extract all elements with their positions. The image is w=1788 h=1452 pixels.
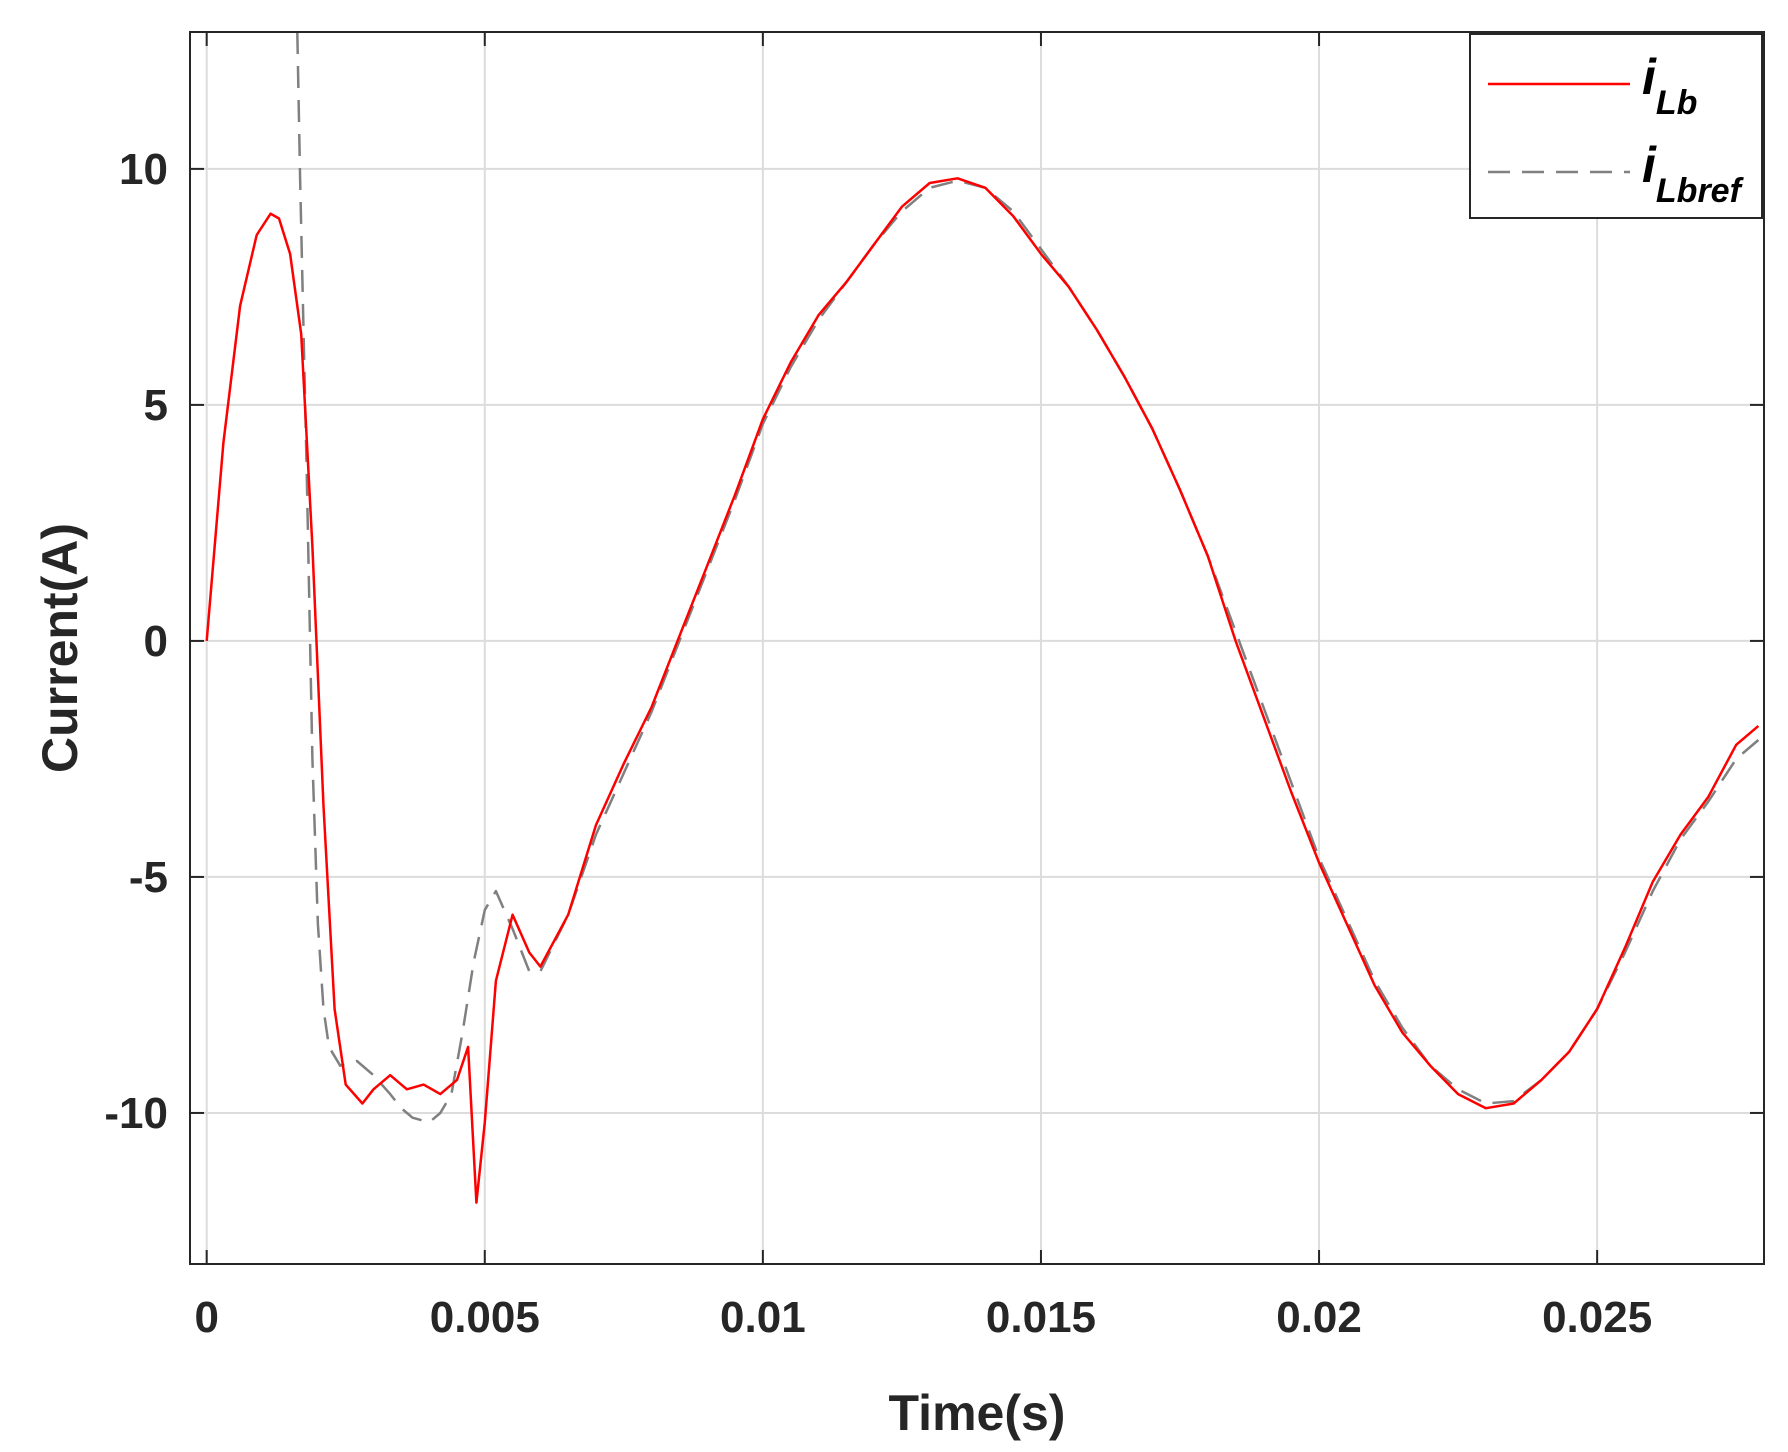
x-tick-label: 0.015 xyxy=(986,1293,1096,1342)
x-axis-label: Time(s) xyxy=(889,1385,1066,1441)
ticks: 0 0.005 0.01 0.015 0.02 0.025 -10 -5 0 5 10 xyxy=(104,32,1764,1342)
plot-area xyxy=(190,32,1764,1264)
legend-label-iLbref: iLbref xyxy=(1642,137,1745,210)
y-tick-label: 5 xyxy=(144,381,168,430)
x-tick-label: 0 xyxy=(194,1293,218,1342)
y-tick-label: 10 xyxy=(119,145,168,194)
y-tick-label: -10 xyxy=(104,1089,168,1138)
x-tick-label: 0.01 xyxy=(720,1293,806,1342)
grid xyxy=(190,32,1764,1264)
x-tick-label: 0.02 xyxy=(1276,1293,1362,1342)
legend-label-iLb: iLb xyxy=(1642,49,1697,122)
y-axis-label: Current(A) xyxy=(32,523,88,773)
y-tick-label: 0 xyxy=(144,617,168,666)
x-tick-label: 0.025 xyxy=(1542,1293,1652,1342)
series-line-iLb xyxy=(205,177,1760,1204)
axes-frame xyxy=(189,31,1765,1265)
series-layer xyxy=(205,32,1760,1204)
y-tick-label: -5 xyxy=(129,853,168,902)
legend-box xyxy=(1469,33,1763,219)
legend: iLb iLbref xyxy=(1469,33,1763,219)
x-tick-label: 0.005 xyxy=(430,1293,540,1342)
